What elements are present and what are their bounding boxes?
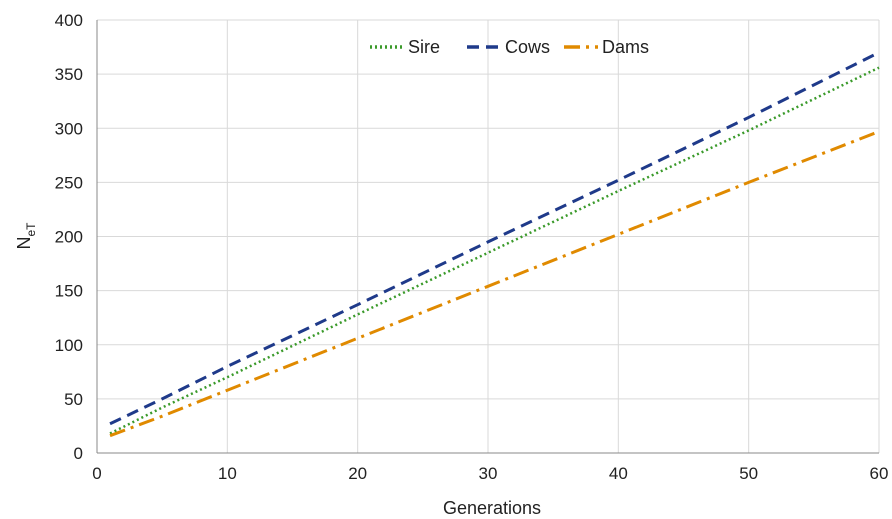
x-tick-label: 60 — [870, 464, 889, 483]
series-lines — [109, 51, 880, 438]
y-tick-label: 50 — [64, 390, 83, 409]
legend-label-cows: Cows — [505, 37, 550, 57]
x-tick-label: 0 — [92, 464, 101, 483]
y-axis-label: NeT — [14, 222, 38, 250]
x-tick-label: 40 — [609, 464, 628, 483]
y-axis-label-main: N — [14, 237, 34, 250]
x-tick-label: 20 — [348, 464, 367, 483]
y-tick-label: 400 — [55, 11, 83, 30]
y-tick-label: 0 — [74, 444, 83, 463]
legend: Sire Cows Dams — [370, 37, 649, 57]
x-tick-label: 30 — [479, 464, 498, 483]
legend-label-dams: Dams — [602, 37, 649, 57]
y-tick-label: 300 — [55, 119, 83, 138]
series-line-dams — [109, 130, 880, 438]
grid — [96, 19, 880, 454]
y-tick-label: 200 — [55, 228, 83, 247]
legend-label-sire: Sire — [408, 37, 440, 57]
y-tick-label: 350 — [55, 65, 83, 84]
y-axis-label-sub: eT — [24, 222, 38, 237]
x-tick-label: 10 — [218, 464, 237, 483]
x-axis-label: Generations — [443, 498, 541, 518]
y-tick-label: 250 — [55, 173, 83, 192]
series-line-sire — [109, 66, 880, 435]
x-tick-label: 50 — [739, 464, 758, 483]
axes: 0 50 100 150 200 250 300 350 400 0 10 20 30 40 50 60 — [55, 11, 889, 483]
series-line-cows — [109, 51, 880, 426]
y-tick-label: 150 — [55, 282, 83, 301]
y-tick-label: 100 — [55, 336, 83, 355]
